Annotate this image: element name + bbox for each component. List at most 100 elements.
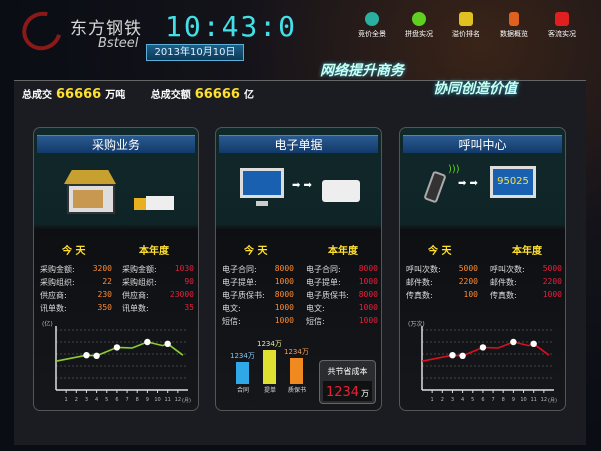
y-axis-label: (亿) xyxy=(42,320,53,328)
nav-live[interactable]: 拼盘实况 xyxy=(399,10,439,39)
x-tick-label: 10 xyxy=(520,397,526,403)
nav-data-overview[interactable]: 数据概览 xyxy=(494,10,534,39)
brand-name-en: Bsteel xyxy=(98,36,139,51)
stat-label: 呼叫次数: xyxy=(490,265,525,274)
nav-label: 数据概览 xyxy=(500,30,528,38)
data-point xyxy=(144,338,151,346)
stat-row: 讯单数: 35 xyxy=(122,303,194,316)
bar xyxy=(290,358,303,384)
radar-icon xyxy=(365,12,379,26)
monitor-icon xyxy=(240,168,284,198)
stat-label: 电文: xyxy=(306,304,325,313)
x-tick-label: 7 xyxy=(491,397,494,403)
truck-trailer xyxy=(146,196,174,210)
year-heading: 本年度 xyxy=(139,246,169,257)
x-tick-label: 11 xyxy=(165,397,171,403)
x-tick-label: 4 xyxy=(461,397,464,403)
x-axis-label: (月) xyxy=(182,398,191,404)
x-tick-label: 6 xyxy=(115,397,118,403)
x-tick-label: 3 xyxy=(451,397,454,403)
savings-box: 共节省成本 1234 万 xyxy=(319,360,376,404)
brand-logo: 东方钢铁 Bsteel xyxy=(15,4,170,58)
data-point xyxy=(449,352,456,359)
stat-value: 3200 xyxy=(92,264,112,273)
nav-bidding-overview[interactable]: 竞价全景 xyxy=(352,10,392,39)
warehouse-roof-icon xyxy=(64,170,116,184)
stat-label: 电子提单: xyxy=(222,278,257,287)
stat-row: 电子合同: 8000 xyxy=(306,264,378,277)
arrows-icon: ➡ ➡ xyxy=(458,178,478,189)
stat-label: 供应商: xyxy=(40,291,67,300)
stat-value: 5000 xyxy=(542,264,562,273)
today-heading: 今 天 xyxy=(62,246,86,257)
nav-ranking[interactable]: 溢价排名 xyxy=(446,10,486,39)
nav-label: 客流实况 xyxy=(548,30,576,38)
stat-value: 230 xyxy=(97,290,112,299)
nav-traffic[interactable]: 客流实况 xyxy=(542,10,582,39)
x-tick-label: 1 xyxy=(431,397,434,403)
stat-value: 1030 xyxy=(174,264,194,273)
stat-label: 电子提单: xyxy=(306,278,341,287)
total-volume-value: 66666 xyxy=(56,87,102,102)
data-point xyxy=(510,338,517,346)
stat-label: 传真数: xyxy=(406,291,433,300)
x-tick-label: 7 xyxy=(125,397,128,403)
data-point xyxy=(479,344,487,351)
stat-row: 讯单数: 350 xyxy=(40,303,112,316)
warehouse-truck-illustration xyxy=(34,158,198,224)
total-volume-label: 总成交 xyxy=(22,90,52,101)
monitor-icon: 95025 xyxy=(490,166,536,198)
savings-value: 1234 xyxy=(325,385,360,400)
stat-row: 采购金额: 3200 xyxy=(40,264,112,277)
today-stats: 采购金额: 3200 采购组织: 22 供应商: 230 讯单数: 350 xyxy=(40,264,112,316)
stat-value: 350 xyxy=(97,303,112,312)
stat-value: 1000 xyxy=(358,303,378,312)
stat-label: 采购组织: xyxy=(122,278,157,287)
stat-row: 电子质保书: 8000 xyxy=(306,290,378,303)
leaf-icon xyxy=(412,12,426,26)
bar-category-label: 质保书 xyxy=(287,387,306,394)
slogan-line-2: 协同创造价值 xyxy=(433,81,517,97)
data-point xyxy=(113,344,121,351)
signal-icon: ))) xyxy=(448,164,460,175)
logo-mark-icon xyxy=(15,4,69,58)
total-amount-label: 总成交额 xyxy=(150,90,191,101)
stat-row: 供应商: 23000 xyxy=(122,290,194,303)
nav-label: 竞价全景 xyxy=(358,30,386,38)
today-stats: 呼叫次数: 5000 邮件数: 2200 传真数: 100 xyxy=(406,264,478,303)
stat-label: 邮件数: xyxy=(406,278,433,287)
database-icon xyxy=(509,12,519,26)
brand-name-cn: 东方钢铁 xyxy=(70,19,142,39)
stat-label: 采购金额: xyxy=(40,265,75,274)
stat-row: 电文: 1000 xyxy=(222,303,294,316)
stat-row: 传真数: 100 xyxy=(406,290,478,303)
stat-value: 1000 xyxy=(274,277,294,286)
x-tick-label: 6 xyxy=(481,397,484,403)
stat-value: 5000 xyxy=(458,264,478,273)
panel-e-documents: 电子单据 ➡ ➡ 今 天 本年度 电子合同: 8000 电子提单: 1000 电子质… xyxy=(215,127,382,411)
nav-label: 拼盘实况 xyxy=(405,30,433,38)
stat-row: 电子质保书: 8000 xyxy=(222,290,294,303)
phone-icon xyxy=(423,170,447,204)
panel-title: 呼叫中心 xyxy=(403,135,562,153)
stat-label: 电子质保书: xyxy=(306,291,349,300)
stat-value: 1000 xyxy=(358,316,378,325)
stat-row: 短信: 1000 xyxy=(222,316,294,329)
series-line xyxy=(55,341,184,362)
stat-row: 呼叫次数: 5000 xyxy=(490,264,562,277)
call-line-chart: (万次)(月)1 2 3 4 5 6 7 8 9 10 11 12 xyxy=(408,320,557,404)
stat-row: 电子合同: 8000 xyxy=(222,264,294,277)
truck-icon xyxy=(134,198,146,210)
data-point xyxy=(164,340,171,347)
today-heading: 今 天 xyxy=(244,246,268,257)
nav-label: 溢价排名 xyxy=(452,30,480,38)
data-point xyxy=(83,352,90,359)
stat-label: 短信: xyxy=(306,317,325,326)
stat-row: 采购组织: 90 xyxy=(122,277,194,290)
x-tick-label: 2 xyxy=(441,397,444,403)
bar-value-label: 1234万 xyxy=(284,348,309,356)
x-tick-label: 3 xyxy=(85,397,88,403)
stat-row: 采购金额: 1030 xyxy=(122,264,194,277)
stat-value: 1000 xyxy=(274,303,294,312)
data-point xyxy=(530,340,537,347)
